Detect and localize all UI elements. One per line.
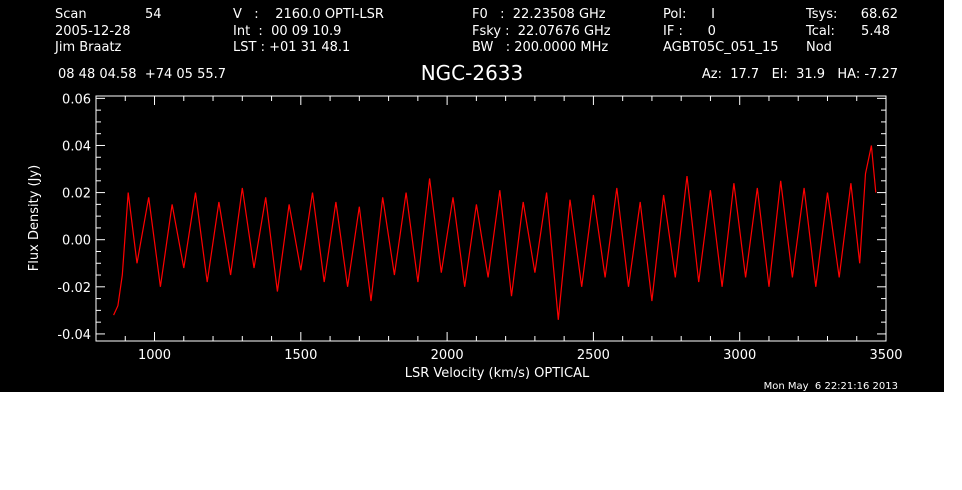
header-tsys-value: 68.62 [861, 7, 898, 22]
header-integration: Int : 00 09 10.9 [233, 24, 341, 39]
header-scan-number: 54 [145, 7, 162, 22]
header-project: AGBT05C_051_15 [663, 40, 779, 55]
header-tcal-value: 5.48 [861, 24, 890, 39]
header-tcal-label: Tcal: [805, 24, 835, 39]
x-tick-label: 3500 [869, 348, 902, 363]
x-tick-label: 2500 [577, 348, 610, 363]
series-line [113, 145, 877, 320]
chart-title: NGC-2633 [421, 61, 524, 85]
x-tick-label: 1500 [284, 348, 317, 363]
header-tsys-label: Tsys: [805, 7, 837, 22]
tick-labels-layer: 1000 1500 2000 2500 3000 3500 -0.04 -0.02 0.00 0.… [57, 92, 902, 363]
plot-frame [95, 95, 887, 342]
ticks-layer [96, 96, 887, 341]
y-tick-label: 0.04 [62, 139, 91, 154]
y-axis-title: Flux Density (Jy) [27, 165, 42, 271]
x-tick-label: 1000 [138, 348, 171, 363]
series-layer [113, 145, 877, 320]
y-tick-label: 0.02 [62, 187, 91, 202]
header-coordinates: 08 48 04.58 +74 05 55.7 [58, 67, 226, 82]
header-observer: Jim Braatz [54, 40, 122, 55]
spectrum-plot: Scan 54 2005-12-28 Jim Braatz V : 2160.0… [0, 0, 944, 392]
header-bandwidth: BW : 200.0000 MHz [472, 40, 608, 55]
x-axis-title: LSR Velocity (km/s) OPTICAL [405, 366, 590, 381]
header-fsky: Fsky : 22.07676 GHz [472, 24, 611, 39]
y-tick-label: -0.02 [57, 281, 91, 296]
y-tick-label: 0.00 [62, 234, 91, 249]
header-f0: F0 : 22.23508 GHz [472, 7, 606, 22]
header-velocity: V : 2160.0 OPTI-LSR [233, 7, 384, 22]
y-tick-label: -0.04 [57, 328, 91, 343]
x-tick-label: 3000 [723, 348, 756, 363]
header-pointing: Az: 17.7 El: 31.9 HA: -7.27 [702, 67, 898, 82]
header-nod: Nod [806, 40, 832, 55]
plot-background [0, 0, 944, 392]
header-scan-label: Scan [55, 7, 87, 22]
plot-timestamp: Mon May 6 22:21:16 2013 [764, 381, 898, 392]
x-tick-label: 2000 [431, 348, 464, 363]
y-tick-label: 0.06 [62, 92, 91, 107]
header-lst: LST : +01 31 48.1 [233, 40, 350, 55]
header-date: 2005-12-28 [55, 24, 131, 39]
header-if: IF : 0 [663, 24, 716, 39]
spectrum-svg: Scan 54 2005-12-28 Jim Braatz V : 2160.0… [0, 0, 944, 392]
header-polarization: Pol: I [663, 7, 715, 22]
